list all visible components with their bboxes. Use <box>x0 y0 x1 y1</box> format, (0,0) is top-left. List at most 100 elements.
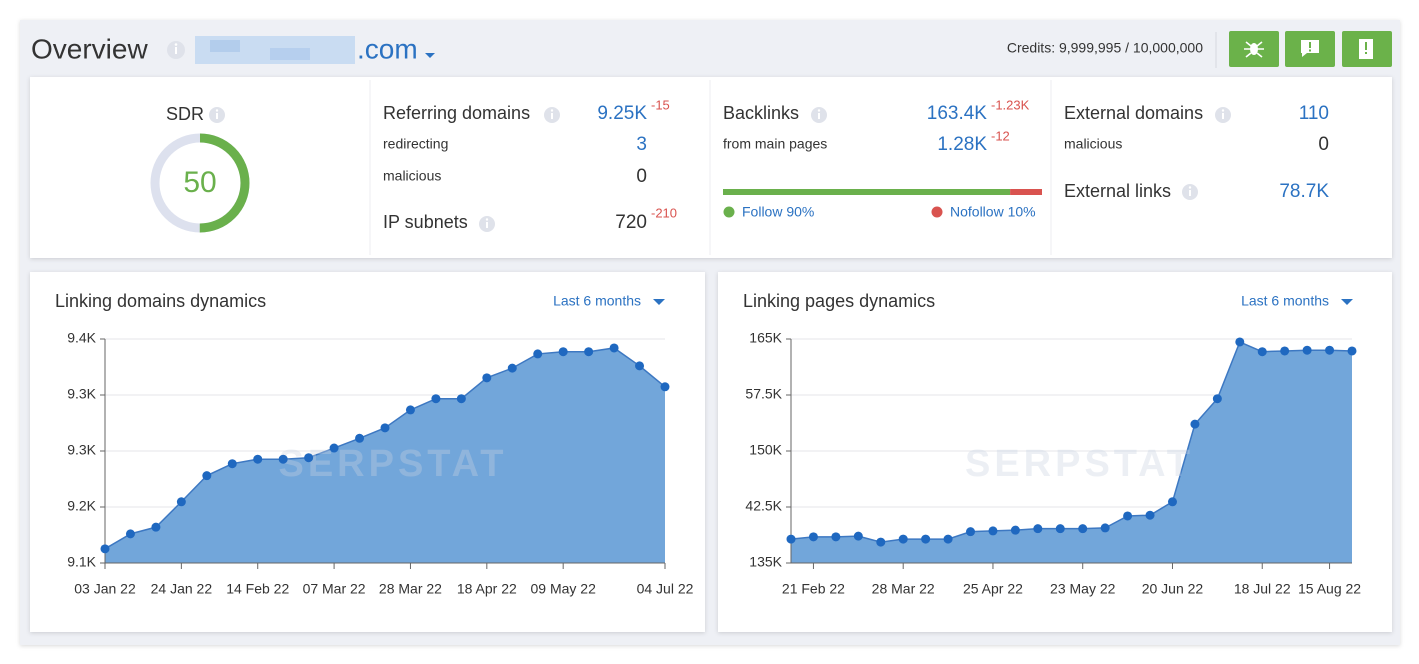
point <box>507 363 517 373</box>
stat-value[interactable]: 78.7K <box>1279 181 1329 202</box>
point <box>1033 524 1043 534</box>
stat-label: malicious <box>383 168 441 184</box>
point <box>278 454 288 464</box>
point <box>635 361 645 371</box>
point <box>304 453 314 463</box>
domain-caret[interactable] <box>425 53 435 58</box>
y-tick-label: 135K <box>749 554 782 570</box>
follow-bar <box>723 189 1011 195</box>
point <box>609 343 619 353</box>
period-dropdown[interactable]: Last 6 months <box>1241 293 1329 309</box>
info-stem <box>1189 190 1191 196</box>
x-tick-label: 04 Jul 22 <box>637 581 694 597</box>
point <box>1302 345 1312 355</box>
stat-value[interactable]: 3 <box>636 134 647 155</box>
x-tick-label: 07 Mar 22 <box>303 581 366 597</box>
area <box>791 341 1352 563</box>
point <box>456 394 466 404</box>
stat-value[interactable]: 110 <box>1299 103 1329 124</box>
info-dot <box>817 109 821 112</box>
stat-label: External links <box>1064 181 1171 201</box>
point <box>125 529 135 539</box>
point <box>660 382 670 392</box>
point <box>1145 510 1155 520</box>
legend-follow: Follow 90% <box>742 204 814 220</box>
point <box>831 532 841 542</box>
spider-button[interactable] <box>1229 31 1279 67</box>
watermark: SERPSTAT <box>965 443 1194 485</box>
point <box>1347 346 1357 356</box>
y-tick-label: 9.4K <box>67 330 96 346</box>
info-icon <box>811 107 827 123</box>
point <box>853 531 863 541</box>
info-icon <box>1182 184 1198 200</box>
x-tick-label: 23 May 22 <box>1050 581 1116 597</box>
point <box>988 526 998 536</box>
info-icon <box>167 41 185 59</box>
area <box>105 347 665 563</box>
x-tick-label: 20 Jun 22 <box>1142 581 1204 597</box>
point <box>966 527 976 537</box>
y-tick-label: 9.3K <box>67 442 96 458</box>
point <box>921 534 931 544</box>
x-tick-label: 18 Jul 22 <box>1234 581 1291 597</box>
point <box>355 433 365 443</box>
y-tick-label: 9.1K <box>67 554 96 570</box>
point <box>1280 346 1290 356</box>
y-tick-label: 57.5K <box>745 386 782 402</box>
stat-label: IP subnets <box>383 212 468 232</box>
point <box>405 405 415 415</box>
period-dropdown[interactable]: Last 6 months <box>553 293 641 309</box>
x-tick-label: 25 Apr 22 <box>963 581 1023 597</box>
stat-value[interactable]: 163.4K <box>927 103 988 124</box>
stat-value[interactable]: 1.28K <box>937 134 987 155</box>
nofollow-bar <box>1010 189 1042 195</box>
stat-value: 0 <box>1318 134 1329 155</box>
info-icon <box>544 107 560 123</box>
point <box>876 537 886 547</box>
stat-delta: -1.23K <box>991 97 1030 112</box>
watermark: SERPSTAT <box>278 443 507 485</box>
sdr-value: 50 <box>183 166 216 199</box>
legend-nofollow: Nofollow 10% <box>950 204 1036 220</box>
x-tick-label: 15 Aug 22 <box>1298 581 1361 597</box>
stat-value[interactable]: 9.25K <box>597 103 647 124</box>
info-dot <box>1221 109 1225 112</box>
point <box>1325 345 1335 355</box>
info-stem <box>818 113 820 119</box>
info-icon <box>1215 107 1231 123</box>
x-tick-label: 28 Mar 22 <box>872 581 935 597</box>
stat-delta: -15 <box>651 97 670 112</box>
stat-delta: -12 <box>991 128 1010 143</box>
point <box>1167 497 1177 507</box>
domain-suffix[interactable]: .com <box>357 33 418 64</box>
point <box>380 423 390 433</box>
point <box>482 373 492 383</box>
point <box>786 534 796 544</box>
help-button[interactable] <box>1342 31 1392 67</box>
stat-label: redirecting <box>383 136 448 152</box>
x-tick-label: 28 Mar 22 <box>379 581 442 597</box>
credits: Credits: 9,999,995 / 10,000,000 <box>1007 40 1203 56</box>
info-stem <box>216 113 218 119</box>
feedback-button[interactable] <box>1285 31 1335 67</box>
blur-pixel <box>270 48 310 60</box>
stat-label: malicious <box>1064 136 1122 152</box>
x-tick-label: 03 Jan 22 <box>74 581 136 597</box>
legend-dot <box>931 206 943 218</box>
dropdown-caret[interactable] <box>1341 299 1353 305</box>
stat-value: 0 <box>636 166 647 187</box>
stat-label: from main pages <box>723 136 827 152</box>
info-stem <box>1222 113 1224 119</box>
x-tick-label: 09 May 22 <box>530 581 596 597</box>
point <box>253 454 263 464</box>
point <box>808 532 818 542</box>
point <box>176 497 186 507</box>
info-icon <box>479 216 495 232</box>
point <box>1123 511 1133 521</box>
stat-value: 720 <box>615 212 647 233</box>
x-tick-label: 14 Feb 22 <box>226 581 289 597</box>
dropdown-caret[interactable] <box>653 299 665 305</box>
summary-card <box>30 77 1392 258</box>
